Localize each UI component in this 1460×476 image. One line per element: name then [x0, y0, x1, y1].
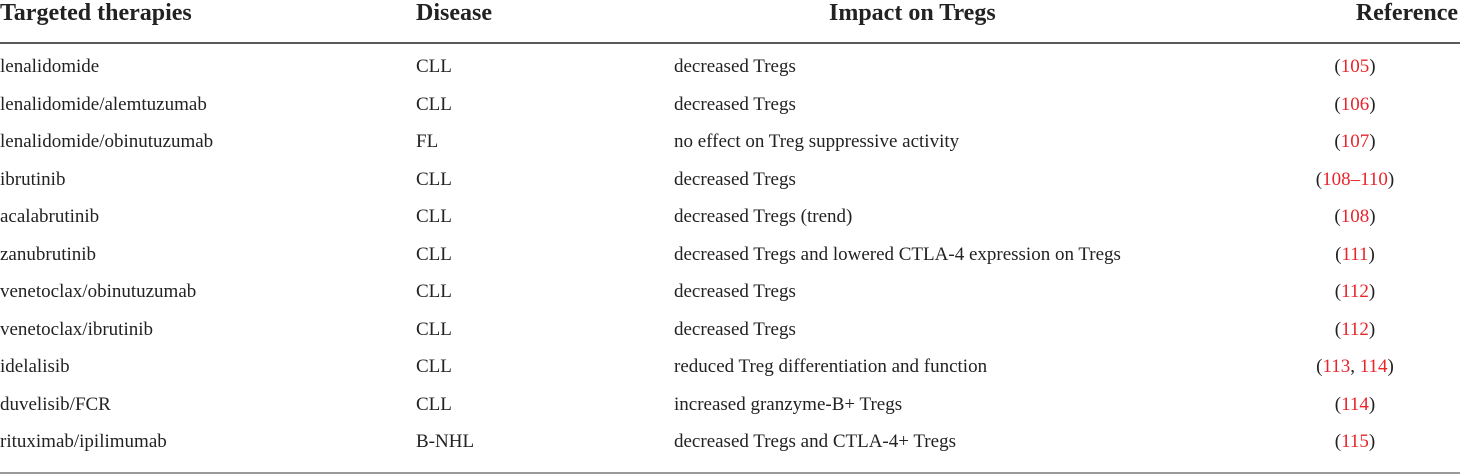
- reference-close-paren: ): [1368, 243, 1375, 265]
- reference-open-paren: (: [1315, 168, 1323, 190]
- header-impact-on-tregs: Impact on Tregs: [829, 0, 996, 26]
- reference-link[interactable]: 105: [1340, 56, 1370, 77]
- header-rule: [0, 42, 1460, 44]
- reference-open-paren: (: [1334, 206, 1341, 227]
- cell-impact: decreased Tregs and CTLA-4+ Tregs: [674, 431, 956, 452]
- table-row: zanubrutinib CLL decreased Tregs and lower…: [0, 244, 1460, 281]
- reference-close-paren: ): [1369, 56, 1376, 77]
- reference-link[interactable]: 111: [1341, 243, 1369, 265]
- cell-reference: (108): [1260, 206, 1450, 228]
- reference-close-paren: ): [1368, 318, 1376, 340]
- cell-impact: decreased Tregs (trend): [674, 206, 853, 227]
- cell-therapy: ibrutinib: [0, 168, 66, 190]
- cell-therapy: venetoclax/obinutuzumab: [0, 281, 197, 302]
- table-row: venetoclax/obinutuzumab CLL decreased Treg…: [0, 281, 1460, 318]
- reference-link[interactable]: 114: [1341, 393, 1369, 415]
- cell-disease: CLL: [416, 356, 452, 377]
- cell-therapy: lenalidomide/obinutuzumab: [0, 131, 214, 152]
- cell-impact: reduced Treg differentiation and functio…: [674, 356, 988, 377]
- reference-link[interactable]: 108: [1340, 206, 1370, 227]
- reference-open-paren: (: [1334, 431, 1342, 452]
- table-row: ibrutinib CLL decreased Tregs (108–110): [0, 169, 1460, 206]
- reference-close-paren: ): [1368, 431, 1376, 452]
- reference-open-paren: (: [1316, 356, 1323, 377]
- cell-disease: CLL: [416, 393, 452, 415]
- reference-link[interactable]: 114: [1359, 356, 1388, 377]
- reference-link[interactable]: 108–110: [1322, 168, 1388, 190]
- reference-link[interactable]: 112: [1341, 281, 1369, 302]
- cell-disease: CLL: [416, 168, 452, 190]
- cell-reference: (106): [1260, 94, 1450, 116]
- cell-disease: CLL: [416, 243, 452, 265]
- table-row: duvelisib/FCR CLL increased granzyme-B+ Tr…: [0, 394, 1460, 431]
- reference-open-paren: (: [1334, 281, 1342, 302]
- reference-open-paren: (: [1334, 393, 1342, 415]
- bottom-rule: [0, 472, 1460, 474]
- cell-reference: (108–110): [1260, 169, 1450, 191]
- cell-reference: (107): [1260, 131, 1450, 153]
- cell-impact: decreased Tregs: [674, 168, 796, 190]
- cell-reference: (115): [1260, 431, 1450, 453]
- cell-therapy: rituximab/ipilimumab: [0, 431, 167, 452]
- reference-open-paren: (: [1335, 243, 1342, 265]
- cell-therapy: zanubrutinib: [0, 243, 97, 265]
- cell-impact: no effect on Treg suppressive activity: [674, 131, 960, 152]
- reference-open-paren: (: [1334, 131, 1341, 152]
- reference-close-paren: ): [1369, 206, 1376, 227]
- table-row: lenalidomide/alemtuzumab CLL decreased Tre…: [0, 94, 1460, 131]
- cell-reference: (111): [1260, 244, 1450, 266]
- reference-link[interactable]: 113: [1322, 356, 1351, 377]
- reference-link[interactable]: 112: [1341, 318, 1369, 340]
- cell-therapy: idelalisib: [0, 356, 70, 377]
- cell-impact: decreased Tregs: [674, 318, 796, 340]
- reference-close-paren: ): [1387, 168, 1395, 190]
- cell-disease: CLL: [416, 93, 452, 115]
- cell-disease: CLL: [416, 281, 452, 302]
- table-row: lenalidomide/obinutuzumab FL no effect on …: [0, 131, 1460, 168]
- cell-impact: decreased Tregs: [674, 56, 796, 77]
- table-row: rituximab/ipilimumab B-NHL decreased Tregs…: [0, 431, 1460, 468]
- cell-impact: decreased Tregs and lowered CTLA-4 expre…: [674, 243, 1121, 265]
- reference-close-paren: ): [1369, 131, 1376, 152]
- cell-impact: decreased Tregs: [674, 93, 796, 115]
- header-disease: Disease: [416, 0, 492, 26]
- cell-impact: decreased Tregs: [674, 281, 796, 302]
- cell-reference: (112): [1260, 281, 1450, 303]
- reference-link[interactable]: 106: [1340, 93, 1370, 115]
- reference-separator: ,: [1350, 356, 1360, 377]
- table-header: Targeted therapies Disease Impact on Tre…: [0, 0, 1460, 42]
- header-reference: Reference: [1355, 0, 1458, 26]
- cell-impact: increased granzyme-B+ Tregs: [674, 393, 903, 415]
- cell-disease: CLL: [416, 56, 452, 77]
- cell-therapy: lenalidomide/alemtuzumab: [0, 93, 207, 115]
- reference-link[interactable]: 115: [1341, 431, 1369, 452]
- cell-therapy: venetoclax/ibrutinib: [0, 318, 154, 340]
- reference-close-paren: ): [1387, 356, 1394, 377]
- cell-reference: (114): [1260, 394, 1450, 416]
- cell-reference: (113, 114): [1260, 356, 1450, 378]
- table-row: idelalisib CLL reduced Treg differentiatio…: [0, 356, 1460, 393]
- cell-disease: CLL: [416, 206, 452, 227]
- cell-therapy: duvelisib/FCR: [0, 393, 111, 415]
- table-row: acalabrutinib CLL decreased Tregs (trend) (…: [0, 206, 1460, 243]
- cell-disease: B-NHL: [416, 431, 475, 452]
- cell-reference: (105): [1260, 56, 1450, 78]
- header-targeted-therapies: Targeted therapies: [0, 0, 192, 26]
- reference-open-paren: (: [1334, 56, 1341, 77]
- reference-close-paren: ): [1369, 93, 1376, 115]
- reference-close-paren: ): [1368, 281, 1376, 302]
- table-row: lenalidomide CLL decreased Tregs (105): [0, 56, 1460, 93]
- reference-open-paren: (: [1334, 318, 1342, 340]
- reference-open-paren: (: [1334, 93, 1341, 115]
- cell-therapy: acalabrutinib: [0, 206, 100, 227]
- cell-reference: (112): [1260, 319, 1450, 341]
- table-row: venetoclax/ibrutinib CLL decreased Tregs (1…: [0, 319, 1460, 356]
- cell-therapy: lenalidomide: [0, 56, 100, 77]
- reference-close-paren: ): [1368, 393, 1376, 415]
- reference-link[interactable]: 107: [1340, 131, 1370, 152]
- cell-disease: FL: [416, 131, 439, 152]
- cell-disease: CLL: [416, 318, 452, 340]
